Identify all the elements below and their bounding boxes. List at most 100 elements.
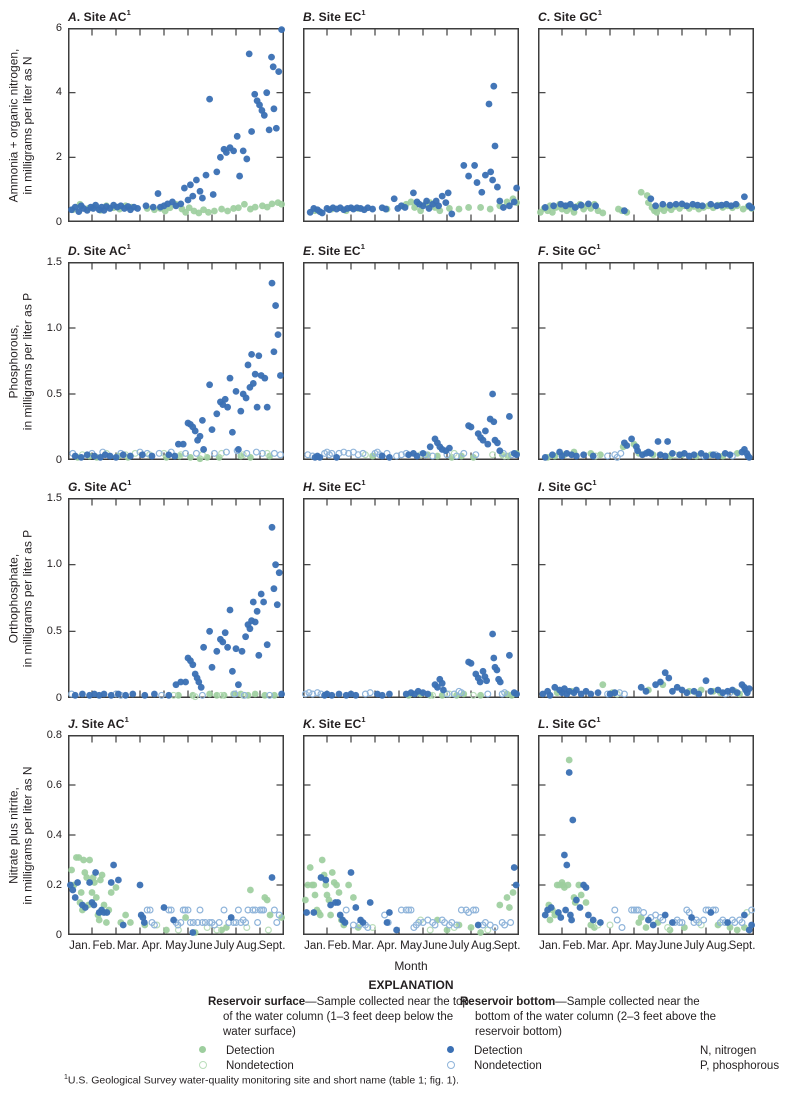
panel-title-E: E. Site EC1 [303,242,365,258]
x-tick-label: Aug. [706,940,730,952]
y-tick-label: 0.4 [46,828,62,841]
y-tick-label: 2 [55,150,62,163]
series-bottom-nondetection [342,906,515,932]
legend-bottom-nondetection-label: Nondetection [474,1060,542,1072]
x-axis-title: Month [394,959,428,973]
series-bottom-detection [71,523,285,699]
x-tick-label: July [448,940,470,952]
legend-bottom-header-bold: Reservoir bottom [460,996,556,1008]
y-axis-title-row-1: Phosphorous, in milligrams per liter as P [6,292,35,430]
legend-bottom-nondetection-marker [447,1061,455,1069]
x-tick-label: Mar. [351,940,375,952]
y-tick-label: 0.2 [46,878,62,891]
x-tick-label: Jan. [304,940,326,952]
legend-separator: — [305,996,317,1008]
scatter-panel-D [68,262,284,463]
x-tick-label: June [187,940,213,952]
y-tick-label: 0 [55,215,62,228]
x-tick-label: June [422,940,448,952]
explanation-title: EXPLANATION [368,978,454,992]
scatter-panel-H [301,498,520,699]
series-bottom-detection [539,669,753,699]
y-tick-label: 0.5 [46,624,62,637]
series-surface-detection [175,690,278,699]
x-tick-label: Aug. [471,940,495,952]
panel-title-A: A. Site AC1 [68,8,131,24]
series-surface-detection [545,756,748,934]
x-tick-label: Aug. [236,940,260,952]
legend-bottom-detection-marker [447,1046,454,1053]
series-bottom-detection [541,435,753,461]
scatter-panel-A [68,26,285,222]
panel-title-J: J. Site AC1 [68,715,129,731]
series-bottom-detection [306,82,520,218]
series-surface-detection [68,854,285,936]
scatter-panel-B [303,28,520,222]
legend-surface-header-bold: Reservoir surface [208,996,306,1008]
scatter-panel-C [537,28,755,222]
scatter-panel-I [538,498,754,699]
panel-title-K: K. Site EC1 [303,715,366,731]
panel-title-D: D. Site AC1 [68,242,131,258]
panel-title-H: H. Site EC1 [303,478,366,494]
x-tick-label: Apr. [376,940,398,952]
y-axis-title-row-2: Orthophosphate, in milligrams per liter a… [6,529,35,667]
x-tick-label: Sept. [258,940,286,952]
x-tick-label: Sept. [728,940,756,952]
abbreviation-note-p: P, phosphorous [700,1060,780,1072]
series-bottom-nondetection [301,687,509,698]
footnote-text: U.S. Geological Survey water-quality mon… [67,1074,459,1087]
x-tick-label: Mar. [586,940,610,952]
y-tick-label: 0 [55,928,62,941]
panel-title-C: C. Site GC1 [538,8,602,24]
scatter-panel-G [68,498,285,701]
series-bottom-detection [541,769,755,934]
x-tick-label: Jan. [69,940,91,952]
legend-bottom-header: Reservoir bottom—Sample collected near t… [460,995,723,1040]
legend-surface-nondetection-label: Nondetection [226,1060,294,1072]
y-tick-label: 4 [55,86,62,99]
x-tick-label: Mar. [116,940,140,952]
footnote: 1U.S. Geological Survey water-quality mo… [64,1074,459,1087]
series-bottom-detection [321,630,520,699]
legend-surface-detection-label: Detection [226,1045,275,1057]
x-tick-label: July [683,940,705,952]
x-tick-label: Feb. [562,940,586,952]
x-tick-label: Sept. [493,940,521,952]
series-bottom-detection [311,390,520,461]
y-tick-label: 0 [55,691,62,704]
x-tick-label: Feb. [327,940,351,952]
y-tick-label: 1.0 [46,321,62,334]
y-axis-title-row-0: Ammonia + organic nitrogen, in milligrams… [6,48,35,202]
scatter-panel-E [303,262,520,461]
y-tick-label: 1.5 [46,491,62,504]
x-tick-label: May [165,940,187,952]
y-tick-label: 0.6 [46,778,62,791]
series-bottom-detection [303,864,520,934]
panel-title-G: G. Site AC1 [68,478,132,494]
x-tick-label: Apr. [141,940,163,952]
panel-title-F: F. Site GC1 [538,242,601,258]
x-tick-label: July [213,940,235,952]
legend-bottom-detection-label: Detection [474,1045,523,1057]
scatter-panel-F [538,262,754,461]
scatter-panel-J [67,735,285,936]
x-tick-label: Apr. [611,940,633,952]
series-bottom-detection [67,861,276,936]
x-tick-label: Feb. [92,940,116,952]
legend-separator-2: — [555,996,567,1008]
y-tick-label: 0 [55,453,62,466]
series-bottom-detection [71,279,284,461]
panel-title-L: L. Site GC1 [538,715,601,731]
series-bottom-detection [541,193,755,215]
scatter-panel-K [302,735,520,936]
scatter-panel-L [538,735,756,935]
legend-surface-desc: Sample collected near the top of the wat… [223,996,469,1038]
abbreviation-note-n: N, nitrogen [700,1045,757,1057]
y-tick-label: 1.0 [46,558,62,571]
x-tick-label: May [635,940,657,952]
legend-surface-detection-marker [199,1046,206,1053]
y-axis-title-row-3: Nitrate plus nitrite, in milligrams per l… [6,765,35,905]
y-tick-label: 0.8 [46,728,62,741]
x-tick-label: Jan. [539,940,561,952]
